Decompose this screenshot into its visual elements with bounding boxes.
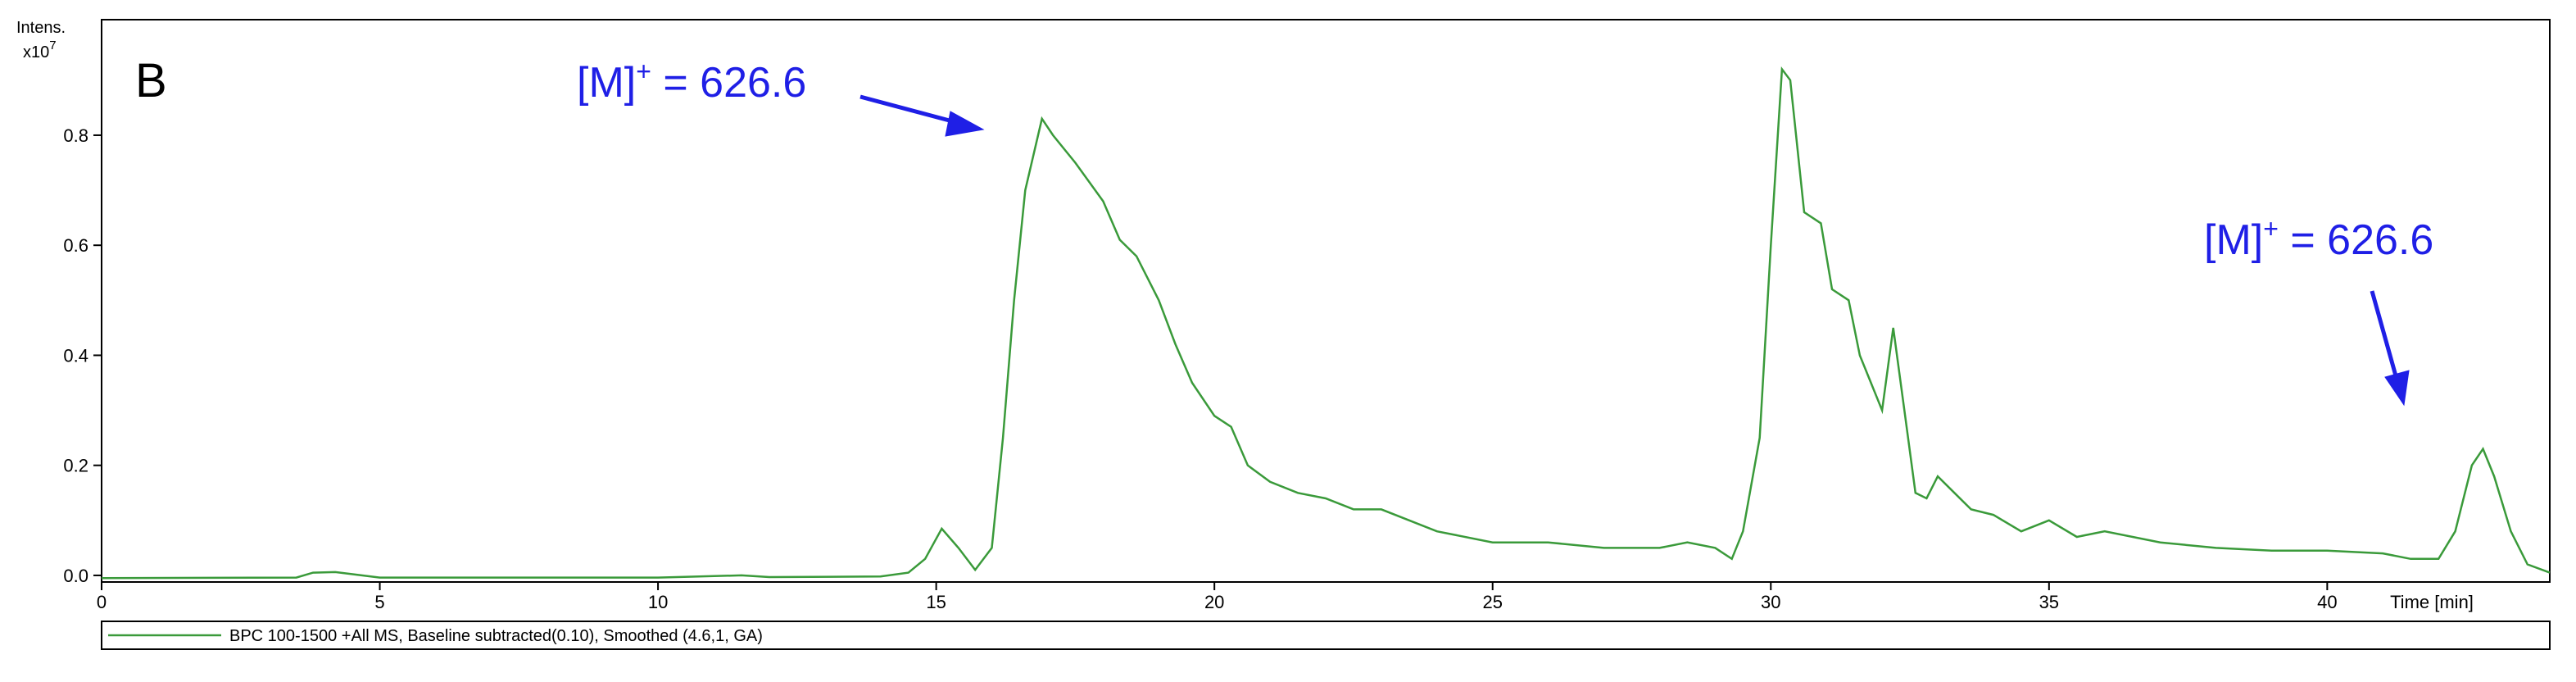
y-tick-label: 0.6 [63, 235, 88, 256]
y-tick-label: 0.2 [63, 456, 88, 476]
annotation-base: [M] [577, 59, 636, 107]
annotation-sup: + [636, 57, 651, 86]
annotation-rest: = 626.6 [2279, 216, 2433, 264]
y-scale-exp: 7 [49, 39, 56, 52]
y-tick-label: 0.4 [63, 345, 88, 366]
x-tick-label: 0 [97, 592, 107, 612]
x-tick-label: 25 [1482, 592, 1502, 612]
y-scale: x107 [23, 39, 57, 61]
legend-box [101, 621, 2551, 650]
x-tick-label: 35 [2039, 592, 2059, 612]
arrowhead [945, 111, 985, 137]
x-tick-label: 30 [1761, 592, 1780, 612]
y-tick-label: 0.8 [63, 125, 88, 146]
annotation-rest: = 626.6 [651, 59, 806, 107]
x-tick-label: 10 [648, 592, 668, 612]
arrow [859, 94, 959, 125]
x-tick-label: 20 [1204, 592, 1224, 612]
arrow [2370, 290, 2399, 380]
annotation: [M]+ = 626.6 [577, 57, 806, 107]
arrows [859, 94, 2410, 407]
x-tick-label: 15 [926, 592, 946, 612]
y-scale-base: x10 [23, 43, 49, 61]
y-label: Intens. [16, 19, 66, 37]
y-tick-label: 0.0 [63, 566, 88, 586]
trace [101, 66, 2551, 580]
plot-frame [101, 19, 2551, 583]
x-tick-label: 40 [2317, 592, 2337, 612]
panel-label: B [135, 54, 167, 107]
x-label: Time [min] [2390, 592, 2474, 612]
arrowhead [2384, 370, 2410, 407]
x-tick-label: 5 [374, 592, 384, 612]
annotation-base: [M] [2204, 216, 2263, 264]
annotation-sup: + [2263, 214, 2279, 243]
annotation: [M]+ = 626.6 [2204, 214, 2433, 264]
legend-label: BPC 100-1500 +All MS, Baseline subtracte… [229, 627, 763, 645]
